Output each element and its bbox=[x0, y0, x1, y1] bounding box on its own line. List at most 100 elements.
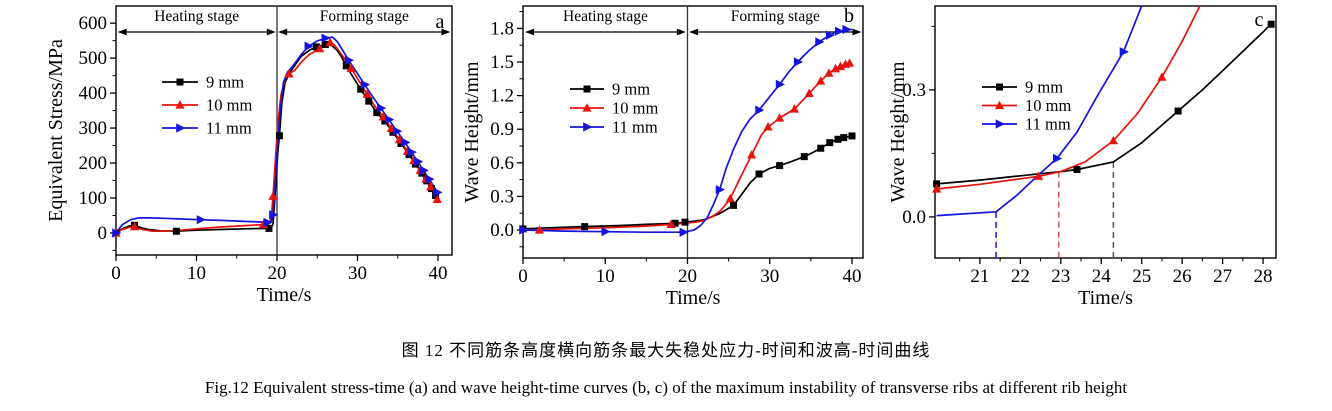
triangle-up-marker bbox=[284, 69, 294, 78]
plot-border bbox=[934, 5, 1277, 259]
caption-chinese: 图 12 不同筋条高度横向筋条最大失稳处应力-时间和波高-时间曲线 bbox=[401, 341, 931, 360]
y-tick-label: 0.3 bbox=[902, 80, 926, 101]
x-tick-label: 27 bbox=[1213, 266, 1232, 287]
y-axis: 0.0 0.3 0.6 0.9 1.2 1.5 1.8 bbox=[490, 11, 523, 248]
y-tick-label: 500 bbox=[79, 48, 108, 69]
triangle-up-marker bbox=[1033, 171, 1044, 180]
panel-letter: c bbox=[1255, 9, 1264, 31]
triangle-right-marker bbox=[425, 174, 435, 184]
square-marker bbox=[671, 219, 679, 227]
x-axis: 0 10 20 30 40 bbox=[111, 255, 447, 284]
stage-arrow-head bbox=[689, 28, 699, 36]
triangle-up-marker bbox=[258, 219, 268, 229]
triangle-up-marker bbox=[763, 122, 773, 131]
x-axis: 21 22 23 24 25 26 27 28 bbox=[959, 258, 1273, 287]
y-tick-label: 0.3 bbox=[490, 186, 514, 207]
square-marker bbox=[1267, 20, 1275, 28]
panel-letter: b bbox=[844, 5, 854, 27]
triangle-up-marker bbox=[804, 88, 814, 97]
y-tick-label: 600 bbox=[79, 13, 108, 34]
triangle-up-marker bbox=[1108, 135, 1118, 145]
x-tick-label: 30 bbox=[348, 263, 367, 284]
triangle-up-marker bbox=[315, 43, 325, 53]
triangle-right-marker bbox=[755, 105, 765, 115]
square-marker bbox=[826, 139, 834, 147]
x-tick-label: 10 bbox=[596, 266, 615, 287]
triangle-up-marker bbox=[268, 191, 278, 200]
triangle-right-marker bbox=[385, 115, 395, 125]
y-tick-label: 1.2 bbox=[490, 86, 514, 107]
stage-arrow-head bbox=[266, 28, 276, 36]
series-line-10-mm bbox=[936, 6, 1201, 190]
legend-marker bbox=[583, 85, 591, 93]
x-tick-label: 21 bbox=[970, 266, 989, 287]
y-axis-title: Wave Height/mm bbox=[890, 61, 909, 203]
legend-label: 9 mm bbox=[612, 80, 650, 99]
triangle-right-marker bbox=[825, 30, 836, 40]
y-tick-label: 400 bbox=[79, 83, 108, 104]
triangle-right-marker bbox=[679, 227, 689, 237]
series-group bbox=[936, 6, 1272, 217]
triangle-up-marker bbox=[325, 37, 335, 46]
triangle-right-marker bbox=[815, 37, 825, 47]
square-marker bbox=[933, 180, 941, 188]
triangle-right-marker bbox=[433, 187, 443, 198]
series-markers-10-mm bbox=[932, 72, 1167, 193]
x-tick-label: 20 bbox=[678, 266, 697, 287]
triangle-up-marker bbox=[432, 194, 442, 203]
triangle-up-marker bbox=[789, 104, 800, 113]
triangle-right-marker bbox=[793, 57, 804, 67]
square-marker bbox=[840, 134, 848, 142]
y-tick-label: 200 bbox=[79, 153, 108, 174]
square-marker bbox=[1174, 107, 1182, 115]
triangle-right-marker bbox=[1052, 153, 1063, 164]
legend-label: 11 mm bbox=[1025, 115, 1071, 134]
square-marker bbox=[817, 144, 825, 152]
y-tick-label: 0.6 bbox=[490, 153, 514, 174]
triangle-right-marker bbox=[304, 41, 314, 51]
square-marker bbox=[312, 43, 320, 51]
series-line-9-mm bbox=[116, 43, 437, 234]
triangle-right-marker bbox=[775, 79, 786, 89]
y-tick-label: 0.0 bbox=[490, 220, 514, 241]
triangle-up-marker bbox=[835, 61, 846, 71]
square-marker bbox=[389, 128, 397, 136]
triangle-right-marker bbox=[196, 215, 206, 225]
stage-arrow-head bbox=[441, 28, 451, 36]
triangle-up-marker bbox=[666, 219, 676, 228]
legend-label: 11 mm bbox=[612, 118, 658, 137]
triangle-up-marker bbox=[932, 184, 942, 193]
square-marker bbox=[1073, 165, 1081, 173]
x-tick-label: 0 bbox=[111, 263, 121, 284]
chart-panel-a: 0 10 20 30 400100200300400500600Time/sEquiva… bbox=[45, 5, 453, 306]
x-tick-label: 24 bbox=[1092, 266, 1112, 287]
x-axis-title: Time/s bbox=[1078, 287, 1133, 309]
square-marker bbox=[275, 132, 283, 140]
y-axis: 0.0 0.3 bbox=[902, 25, 935, 228]
y-tick-label: 300 bbox=[79, 118, 108, 139]
caption-english: Fig.12 Equivalent stress-time (a) and wa… bbox=[204, 378, 1128, 397]
triangle-up-marker bbox=[830, 63, 841, 73]
triangle-right-marker bbox=[407, 147, 417, 157]
legend-marker bbox=[994, 100, 1005, 110]
series-markers-11-mm bbox=[112, 33, 443, 238]
triangle-right-marker bbox=[519, 225, 529, 235]
x-tick-label: 10 bbox=[187, 263, 206, 284]
y-axis-title: Equivalent Stress/MPa bbox=[45, 39, 67, 222]
triangle-up-marker bbox=[747, 150, 757, 159]
legend-marker bbox=[175, 100, 185, 109]
legend-label: 10 mm bbox=[612, 99, 658, 118]
x-tick-label: 26 bbox=[1173, 266, 1192, 287]
triangle-right-marker bbox=[419, 165, 429, 175]
stage-arrow-head bbox=[525, 28, 535, 36]
triangle-right-marker bbox=[601, 227, 611, 237]
square-marker bbox=[373, 109, 381, 117]
triangle-up-marker bbox=[816, 76, 826, 85]
square-marker bbox=[381, 117, 389, 125]
legend-marker bbox=[176, 123, 186, 133]
legend-label: 9 mm bbox=[1025, 78, 1063, 97]
y-tick-label: 100 bbox=[79, 188, 108, 209]
